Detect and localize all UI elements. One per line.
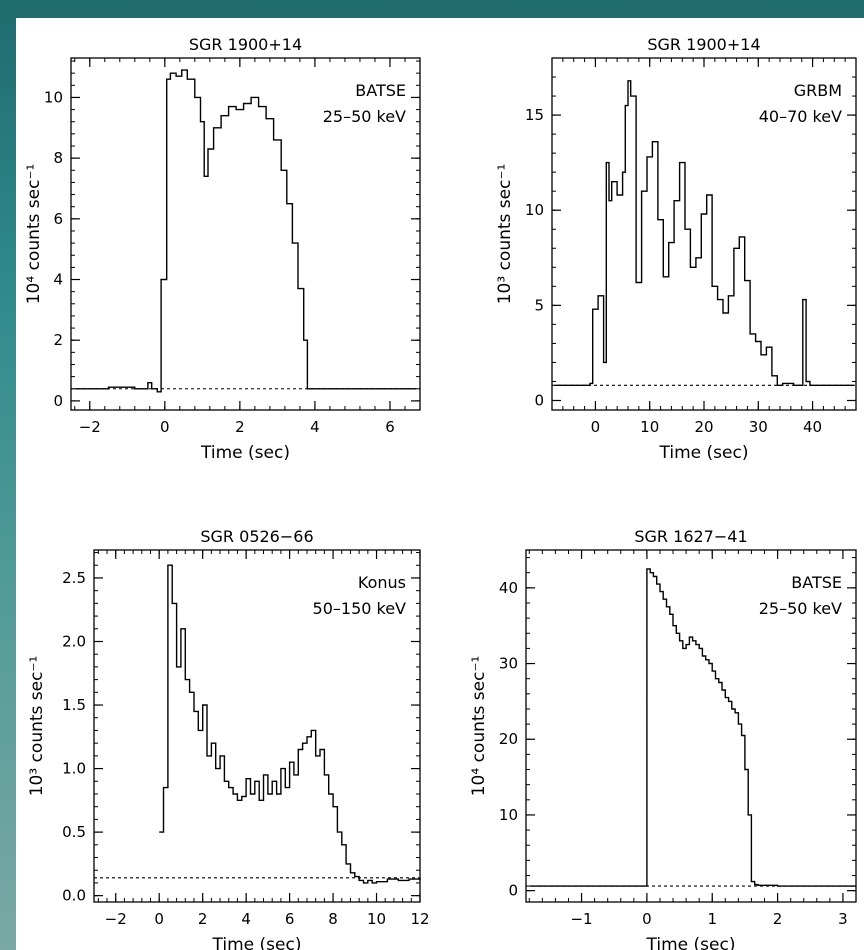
- light-curve-series: [159, 564, 421, 884]
- x-tick-label: 6: [285, 910, 295, 928]
- plot-frame: [93, 549, 421, 903]
- x-axis-label: Time (sec): [646, 935, 736, 950]
- x-tick-label: −1: [570, 910, 592, 928]
- chart-panel-2: 0 10 20 30 40 0 5 10 15 SGR 1900+14 GRBM 40–70 keV T…: [495, 35, 857, 463]
- y-tick-label: 0.5: [62, 823, 86, 841]
- x-tick-label: 0: [154, 910, 164, 928]
- x-tick-label: 0: [642, 910, 652, 928]
- energy-band-label: 50–150 keV: [313, 599, 407, 618]
- x-tick-label: 3: [838, 910, 848, 928]
- panel-title: SGR 1900+14: [189, 35, 302, 54]
- x-tick-label: 0: [591, 418, 601, 436]
- y-axis-label: 10⁴ counts sec⁻¹: [24, 164, 44, 305]
- panel-title: SGR 0526−66: [200, 527, 313, 546]
- y-tick-label: 40: [499, 579, 518, 597]
- y-axis-label: 10⁴ counts sec⁻¹: [469, 656, 489, 797]
- instrument-label: BATSE: [791, 573, 842, 592]
- y-tick-label: 0.0: [62, 887, 86, 905]
- x-tick-label: 20: [694, 418, 713, 436]
- x-tick-label: 6: [385, 418, 395, 436]
- plot-frame: [525, 549, 857, 903]
- y-tick-label: 10: [44, 88, 63, 106]
- y-tick-label: 0: [508, 882, 518, 900]
- chart-panel-1: −2 0 2 4 6 0 2 4 6 8 10 SGR 1900+14 BATSE 25–50 keV Ti…: [24, 35, 421, 463]
- energy-band-label: 25–50 keV: [323, 107, 406, 126]
- x-tick-label: 10: [367, 910, 386, 928]
- y-axis-label: 10³ counts sec⁻¹: [495, 164, 515, 305]
- x-tick-label: 30: [749, 418, 768, 436]
- chart-panel-3: −2 0 2 4 6 8 10 12 0.0 0.5 1.0 1.5 2.0 2.5 SGR 0526−66…: [27, 527, 430, 950]
- x-axis-label: Time (sec): [200, 443, 290, 463]
- light-curve-series: [529, 568, 856, 887]
- x-tick-label: 2: [773, 910, 783, 928]
- x-tick-label: 12: [410, 910, 429, 928]
- panel-title: SGR 1900+14: [647, 35, 760, 54]
- y-tick-label: 6: [53, 210, 63, 228]
- figure-panel: −2 0 2 4 6 0 2 4 6 8 10 SGR 1900+14 BATSE 25–50 keV Ti…: [16, 18, 864, 950]
- y-tick-label: 30: [499, 655, 518, 673]
- x-tick-label: 4: [241, 910, 251, 928]
- x-tick-label: 8: [328, 910, 338, 928]
- x-axis-label: Time (sec): [212, 935, 302, 950]
- y-tick-label: 4: [53, 271, 63, 289]
- y-tick-label: 20: [499, 730, 518, 748]
- y-tick-label: 10: [525, 201, 544, 219]
- plot-frame: [70, 57, 421, 411]
- light-curve-series: [554, 80, 854, 386]
- x-tick-label: 2: [198, 910, 208, 928]
- panel-title: SGR 1627−41: [634, 527, 747, 546]
- x-axis-label: Time (sec): [659, 443, 749, 463]
- y-tick-label: 1.5: [62, 696, 86, 714]
- y-axis-label: 10³ counts sec⁻¹: [27, 656, 47, 797]
- y-tick-label: 10: [499, 806, 518, 824]
- energy-band-label: 40–70 keV: [759, 107, 842, 126]
- light-curve-series: [74, 69, 417, 393]
- x-tick-label: 4: [310, 418, 320, 436]
- energy-band-label: 25–50 keV: [759, 599, 842, 618]
- y-tick-label: 8: [53, 149, 63, 167]
- instrument-label: GRBM: [794, 81, 842, 100]
- y-tick-label: 5: [534, 296, 544, 314]
- x-tick-label: 2: [235, 418, 245, 436]
- x-tick-label: 10: [640, 418, 659, 436]
- x-tick-label: −2: [105, 910, 127, 928]
- y-tick-label: 0: [53, 392, 63, 410]
- x-tick-label: 0: [160, 418, 170, 436]
- y-tick-label: 2: [53, 331, 63, 349]
- instrument-label: Konus: [358, 573, 406, 592]
- y-tick-label: 1.0: [62, 760, 86, 778]
- x-tick-label: −2: [79, 418, 101, 436]
- x-tick-label: 40: [803, 418, 822, 436]
- y-tick-label: 15: [525, 106, 544, 124]
- instrument-label: BATSE: [355, 81, 406, 100]
- y-tick-label: 2.0: [62, 632, 86, 650]
- x-tick-label: 1: [707, 910, 717, 928]
- y-tick-label: 0: [534, 391, 544, 409]
- y-tick-label: 2.5: [62, 569, 86, 587]
